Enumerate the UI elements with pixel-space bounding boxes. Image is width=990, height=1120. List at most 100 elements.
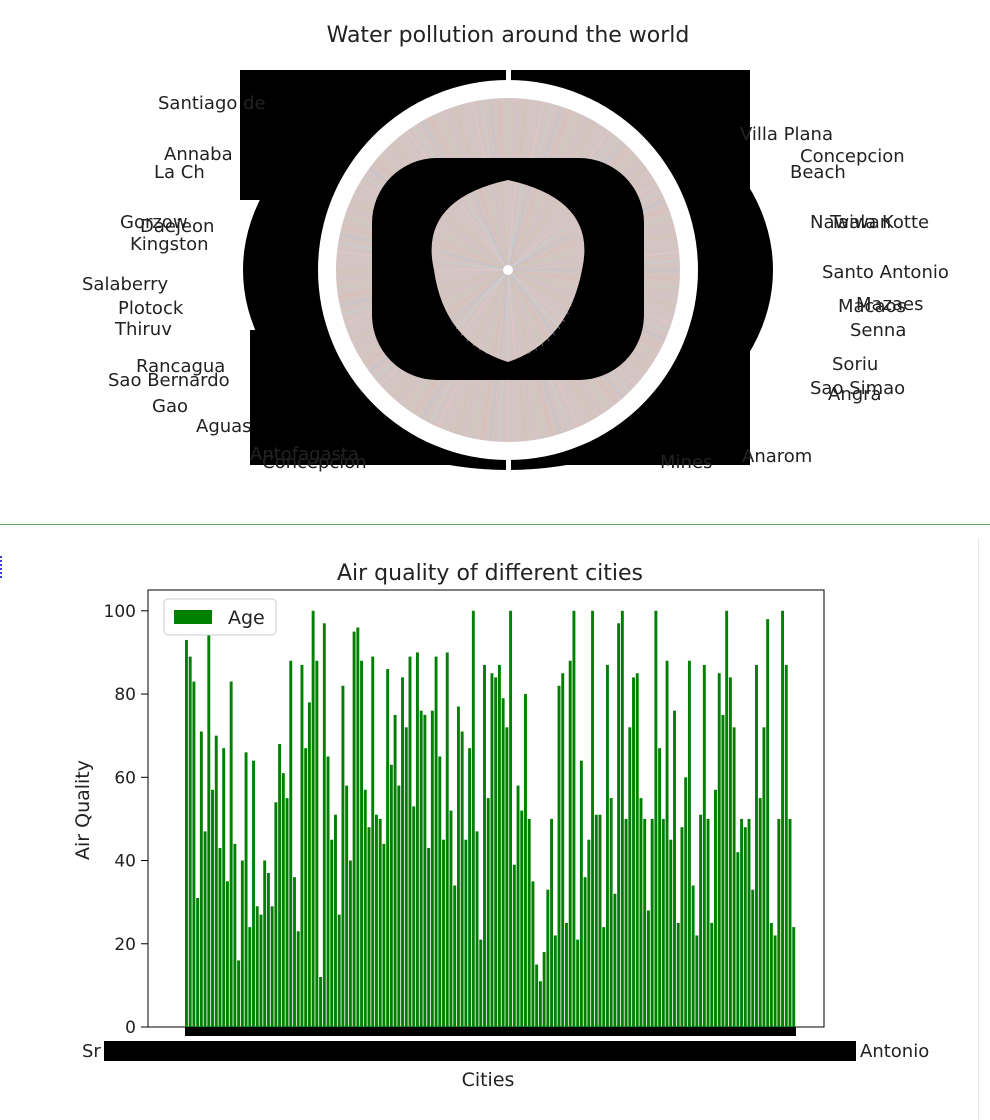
- bar: [255, 906, 259, 1027]
- pie-slice: [455, 210, 509, 271]
- bar: [423, 714, 427, 1027]
- bar: [684, 777, 688, 1027]
- pie-slice: [507, 269, 578, 280]
- bar: [315, 660, 319, 1027]
- pie-slice: [460, 204, 509, 271]
- bar: [270, 906, 274, 1027]
- pie-slice-label: Thiruv: [114, 319, 172, 340]
- bar: [512, 864, 516, 1027]
- bar: [538, 981, 542, 1027]
- bar: [222, 748, 226, 1027]
- pie-slice-label: Nawala Kotte: [810, 212, 929, 233]
- bar: [334, 814, 337, 1027]
- bar: [788, 818, 792, 1027]
- pie-slice: [438, 269, 509, 280]
- pie-slice: [507, 269, 561, 330]
- bar: [494, 677, 498, 1027]
- pie-slice: [507, 269, 544, 347]
- bar: [430, 710, 434, 1027]
- pie-slice: [507, 269, 573, 307]
- pie-title: Water pollution around the world: [327, 23, 690, 48]
- bar: [565, 922, 568, 1027]
- bar: [341, 685, 345, 1027]
- bar: [289, 660, 293, 1027]
- bar: [725, 610, 729, 1027]
- pie-slice-label: Senna: [850, 320, 906, 341]
- bar: [326, 756, 330, 1027]
- pie-slice: [507, 269, 524, 357]
- bar: [460, 731, 464, 1027]
- bar: [408, 656, 412, 1027]
- bar: [632, 677, 635, 1027]
- pie-slice-label: Santo Antonio: [822, 262, 949, 283]
- legend-label: Age: [228, 607, 265, 629]
- bar: [244, 752, 248, 1027]
- pie-slice: [455, 269, 509, 330]
- bar-chart: Air quality of different cities 0 20 40 60 8…: [72, 561, 929, 1091]
- pie-slice: [439, 269, 509, 289]
- bar: [401, 677, 404, 1027]
- y-axis-label: Air Quality: [72, 760, 94, 860]
- y-tick-label: 0: [125, 1018, 136, 1038]
- bar: [348, 860, 352, 1027]
- bar: [252, 760, 255, 1027]
- bar: [386, 669, 390, 1027]
- bar: [367, 827, 371, 1027]
- pie-slice: [443, 233, 509, 271]
- bar: [710, 922, 714, 1027]
- bar: [471, 610, 475, 1027]
- bar: [337, 914, 341, 1027]
- bar: [490, 673, 494, 1027]
- bar: [624, 818, 628, 1027]
- y-tick-label: 80: [114, 685, 136, 705]
- bar: [594, 814, 598, 1027]
- x-axis-label: Cities: [462, 1069, 515, 1091]
- pie-slice-label: Macaos: [838, 296, 906, 317]
- bar: [438, 756, 442, 1027]
- bar: [207, 610, 211, 1027]
- bar: [740, 818, 744, 1027]
- bar: [747, 818, 751, 1027]
- bar: [274, 802, 278, 1027]
- pie-slice: [507, 225, 569, 271]
- pie-slice: [507, 204, 556, 271]
- bar: [736, 852, 740, 1027]
- bar: [646, 910, 650, 1027]
- bar: [721, 714, 725, 1027]
- pie-slice: [507, 217, 565, 271]
- bar: [609, 798, 613, 1027]
- bar: [363, 789, 367, 1027]
- bar: [743, 827, 747, 1027]
- bar: [561, 673, 565, 1027]
- bar: [307, 702, 311, 1027]
- bar: [691, 885, 695, 1027]
- bar: [412, 806, 416, 1027]
- bar: [568, 660, 572, 1027]
- x-tick-label: Antonio: [860, 1041, 929, 1062]
- bar: [285, 798, 289, 1027]
- y-tick-label: 100: [104, 602, 136, 622]
- x-tick-band: [185, 1027, 796, 1036]
- pie-slice: [500, 269, 509, 358]
- pie-slice-label: Taiwan: [829, 212, 891, 233]
- bar: [762, 727, 766, 1027]
- pie-slice: [500, 182, 509, 271]
- bar: [352, 631, 356, 1027]
- bar: [613, 893, 617, 1027]
- pie-slice: [507, 269, 577, 289]
- pie-slice-label: Mazaes: [856, 294, 924, 315]
- bar: [766, 619, 770, 1027]
- bar: [605, 664, 609, 1027]
- bar: [233, 843, 237, 1027]
- bar: [237, 960, 241, 1027]
- pie-slice: [443, 269, 509, 307]
- pie-slice: [466, 198, 509, 271]
- bar: [717, 673, 721, 1027]
- bar: [475, 831, 479, 1027]
- legend-swatch: [174, 610, 212, 624]
- bar: [322, 623, 326, 1027]
- bar: [483, 664, 486, 1027]
- pie-slice: [507, 182, 516, 271]
- pie-slice: [507, 260, 578, 271]
- pie-slice: [451, 217, 509, 271]
